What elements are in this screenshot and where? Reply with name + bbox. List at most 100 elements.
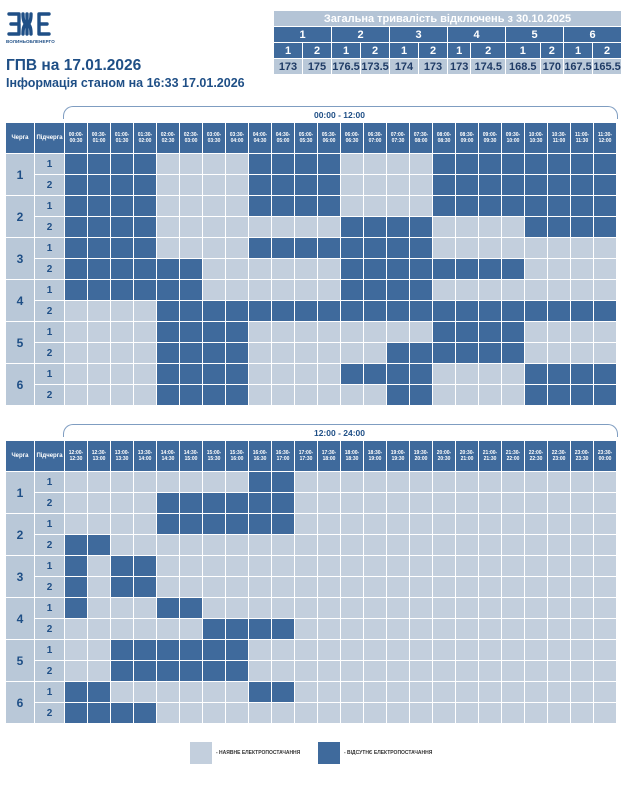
power-cell (225, 555, 249, 577)
power-cell (593, 237, 617, 259)
power-cell (432, 216, 456, 238)
power-cell (294, 492, 318, 514)
outage-cell (87, 279, 111, 301)
power-cell (156, 702, 180, 724)
time-slot-start: 15:00- (206, 449, 222, 456)
time-slot-start: 07:00- (390, 131, 406, 138)
power-cell (547, 555, 571, 577)
time-slot-header: 17:00- 17:30 (294, 440, 318, 472)
outage-cell (179, 513, 203, 535)
time-slot-start: 03:00- (206, 131, 222, 138)
time-slot-end: 12:30 (69, 456, 83, 462)
power-cell (156, 195, 180, 217)
outage-cell (271, 195, 295, 217)
outage-cell (570, 384, 594, 406)
power-cell (271, 279, 295, 301)
outage-cell (156, 513, 180, 535)
power-cell (478, 681, 502, 703)
power-cell (248, 258, 272, 280)
time-slot-header: 20:30- 21:00 (455, 440, 479, 472)
power-cell (271, 384, 295, 406)
outage-cell (87, 258, 111, 280)
power-cell (225, 279, 249, 301)
power-cell (524, 321, 548, 343)
time-slot-end: 10:30 (529, 138, 543, 144)
power-cell (386, 702, 410, 724)
power-cell (248, 639, 272, 661)
outage-cell (432, 321, 456, 343)
outage-cell (248, 195, 272, 217)
power-cell (363, 321, 387, 343)
outage-cell (547, 363, 571, 385)
power-cell (225, 681, 249, 703)
power-cell (501, 702, 525, 724)
power-cell (501, 279, 525, 301)
power-cell (547, 321, 571, 343)
outage-cell (110, 555, 134, 577)
time-slot-header: 04:00- 04:30 (248, 122, 272, 154)
power-cell (225, 195, 249, 217)
power-cell (133, 321, 157, 343)
time-slot-end: 23:00 (552, 456, 566, 462)
time-slot-header: 14:00- 14:30 (156, 440, 180, 472)
time-slot-end: 04:30 (253, 138, 267, 144)
time-slot-end: 16:00 (230, 456, 244, 462)
outage-cell (87, 681, 111, 703)
outage-cell (179, 279, 203, 301)
queue-label: 6 (5, 681, 35, 724)
summary-queue-header: 6 (563, 26, 622, 43)
power-cell (386, 471, 410, 493)
power-cell (202, 195, 226, 217)
outage-cell (501, 300, 525, 322)
schedule-table-morning: Черга Підчерга 00:00- 00:30 00:30- 01:00 01:00… (5, 122, 617, 406)
outage-cell (179, 660, 203, 682)
subqueue-label: 2 (34, 576, 65, 598)
power-cell (225, 534, 249, 556)
time-slot-end: 07:00 (368, 138, 382, 144)
power-cell (409, 492, 433, 514)
time-slot-end: 10:00 (506, 138, 520, 144)
summary-subqueue-header: 2 (592, 42, 622, 59)
power-cell (547, 534, 571, 556)
outage-cell (593, 384, 617, 406)
outage-cell (386, 342, 410, 364)
summary-duration-value: 173 (418, 58, 448, 75)
outage-cell (478, 195, 502, 217)
queue-label: 4 (5, 279, 35, 322)
power-cell (432, 597, 456, 619)
power-cell (317, 555, 341, 577)
power-cell (133, 363, 157, 385)
outage-cell (271, 153, 295, 175)
power-cell (409, 681, 433, 703)
time-slot-start: 17:00- (298, 449, 314, 456)
power-cell (110, 384, 134, 406)
power-cell (455, 534, 479, 556)
power-cell (501, 576, 525, 598)
power-cell (593, 492, 617, 514)
power-cell (87, 363, 111, 385)
power-cell (593, 471, 617, 493)
power-cell (547, 513, 571, 535)
power-cell (455, 513, 479, 535)
outage-cell (409, 363, 433, 385)
power-cell (202, 258, 226, 280)
power-cell (248, 597, 272, 619)
power-cell (133, 534, 157, 556)
power-cell (248, 279, 272, 301)
power-cell (363, 702, 387, 724)
outage-cell (64, 534, 88, 556)
power-cell (294, 363, 318, 385)
power-cell (478, 216, 502, 238)
company-logo: ВОЛИНЬОБЛЕНЕРГО (6, 10, 58, 44)
power-cell (524, 639, 548, 661)
subqueue-label: 2 (34, 174, 65, 196)
outage-cell (64, 216, 88, 238)
power-cell (133, 342, 157, 364)
power-cell (409, 321, 433, 343)
power-cell (225, 471, 249, 493)
power-cell (478, 513, 502, 535)
outage-cell (478, 321, 502, 343)
summary-duration-value: 170 (539, 58, 565, 75)
outage-cell (317, 300, 341, 322)
power-cell (87, 660, 111, 682)
